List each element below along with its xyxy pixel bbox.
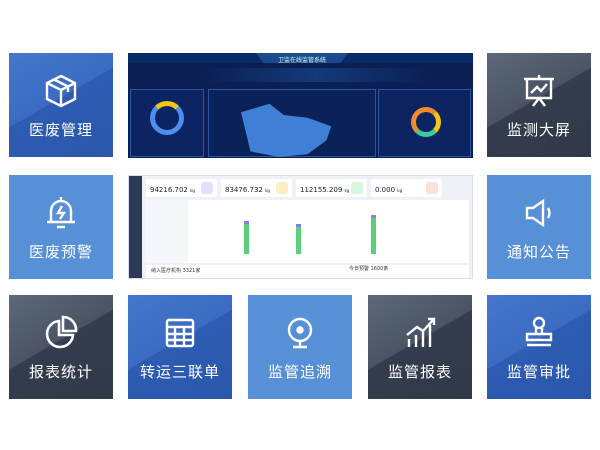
stat-card: 0.000 kg [371, 179, 442, 197]
tile-label: 报表统计 [28, 363, 93, 381]
admin-console-preview: 94216.702 kg 83476.732 kg 112155.209 kg … [128, 175, 473, 279]
tile-notice[interactable]: 通知公告 [487, 175, 591, 279]
stat-card: 112155.209 kg [296, 179, 367, 197]
tile-monitoring-screen[interactable]: 监测大屏 [487, 53, 591, 157]
dashboard-title: 卫监在线监管系统 [278, 57, 327, 64]
camera-icon [287, 317, 313, 349]
pie-chart-icon [45, 315, 78, 349]
ring-chart [411, 107, 441, 137]
tile-waste-warning[interactable]: 医废预警 [9, 175, 113, 279]
monitoring-dashboard-preview: 卫监在线监管系统 [128, 53, 473, 158]
bar-trend-icon [406, 317, 436, 347]
tile-label: 医废预警 [28, 243, 93, 261]
presentation-chart-icon [524, 75, 554, 107]
bar-chart-panel [146, 200, 469, 263]
stat-card: 94216.702 kg [146, 179, 217, 197]
stat-card: 83476.732 kg [221, 179, 292, 197]
tile-label: 监管追溯 [267, 363, 332, 381]
institutions-count: 纳入医疗机构 3321家 [151, 268, 201, 274]
tile-transfer-manifest[interactable]: 转运三联单 [128, 295, 232, 399]
tile-supervision-trace[interactable]: 监管追溯 [248, 295, 352, 399]
speaker-icon [525, 198, 551, 228]
tile-supervision-approval[interactable]: 监管审批 [487, 295, 591, 399]
tile-label: 医废管理 [28, 121, 93, 139]
box-icon [45, 74, 77, 108]
tile-label: 通知公告 [506, 243, 571, 261]
donut-chart [150, 101, 184, 135]
tile-supervision-report[interactable]: 监管报表 [368, 295, 472, 399]
warnings-count: 今日预警 1600条 [349, 266, 389, 272]
alarm-bell-icon [47, 197, 75, 229]
sidebar [129, 176, 142, 278]
stamp-icon [525, 316, 553, 347]
tile-label: 转运三联单 [139, 363, 220, 381]
tile-report-statistics[interactable]: 报表统计 [9, 295, 113, 399]
tile-label: 监管报表 [387, 363, 452, 381]
table-grid-icon [165, 318, 195, 348]
tile-medical-waste-management[interactable]: 医废管理 [9, 53, 113, 157]
tile-label: 监管审批 [506, 363, 571, 381]
tile-label: 监测大屏 [506, 121, 571, 139]
